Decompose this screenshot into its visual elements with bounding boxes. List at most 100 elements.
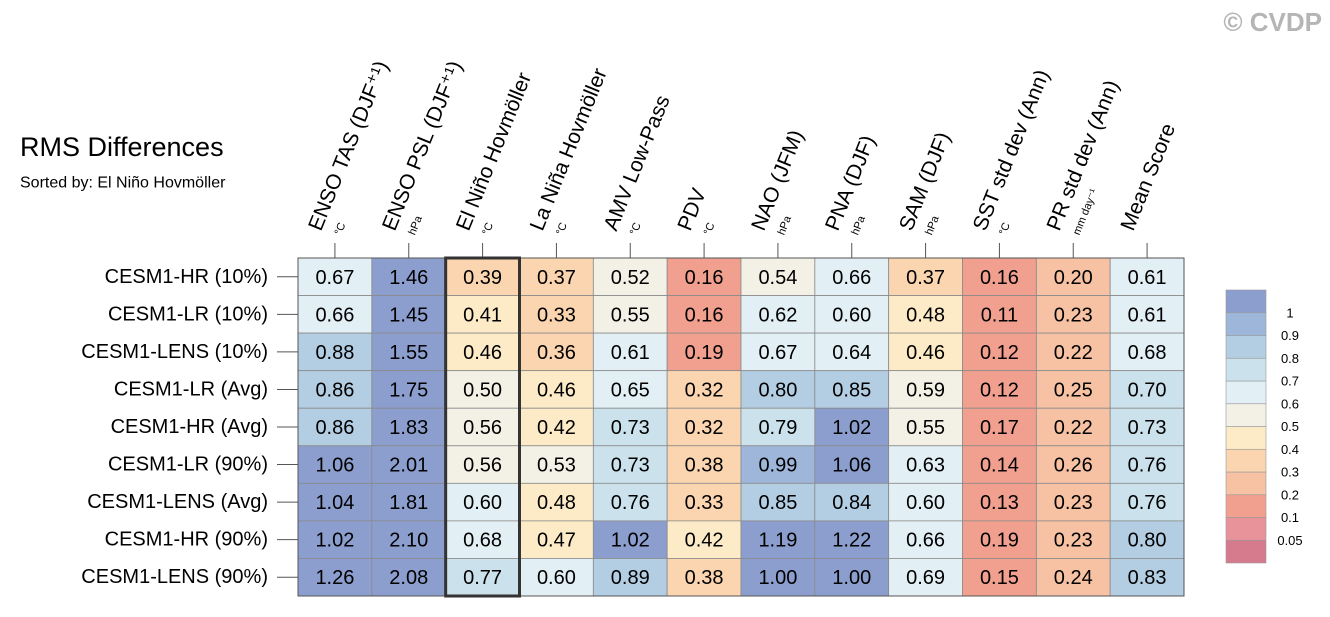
col-header: SAM (DJF)hPa [895, 129, 955, 237]
row-label: CESM1-HR (90%) [105, 529, 268, 551]
cell-label: 0.80 [1128, 530, 1167, 552]
cell-label: 0.37 [906, 267, 945, 289]
cell-label: 0.80 [758, 379, 797, 401]
colorbar-segment [1225, 403, 1267, 427]
cell [888, 257, 963, 296]
cell-label: 0.84 [832, 492, 871, 514]
cell-label: 0.17 [980, 417, 1019, 439]
cell-label: 1.02 [315, 530, 354, 552]
cell-label: 0.46 [906, 342, 945, 364]
cell-label: 0.60 [537, 567, 576, 589]
cell [519, 332, 594, 372]
watermark: © CVDP [1223, 7, 1322, 37]
cell [666, 445, 742, 484]
cell [888, 445, 963, 484]
colorbar-segment [1225, 426, 1267, 450]
colorbar-label: 0.8 [1281, 351, 1299, 366]
cell [445, 370, 520, 409]
cell-label: 0.38 [685, 455, 724, 477]
cell-label: 0.66 [315, 304, 354, 326]
cell [519, 482, 594, 522]
cell-label: 0.11 [981, 304, 1018, 326]
col-header: NAO (JFM)hPa [747, 127, 808, 237]
cell [888, 407, 963, 447]
cell-label: 0.68 [1128, 342, 1167, 364]
cell-label: 0.55 [611, 304, 650, 326]
cell [962, 257, 1037, 296]
row-label: CESM1-HR (Avg) [111, 416, 268, 438]
cell-label: 0.12 [980, 379, 1019, 401]
cell [592, 558, 668, 597]
cell [445, 520, 520, 559]
cell-label: 0.99 [758, 455, 797, 477]
cell [297, 295, 373, 334]
colorbar-segment [1225, 517, 1267, 541]
cell-label: 0.52 [611, 267, 650, 289]
cell [666, 332, 742, 372]
cell-label: 0.36 [537, 342, 576, 364]
col-header: PNA (DJF)hPa [821, 132, 880, 237]
cell-label: 0.61 [1128, 304, 1167, 326]
cell-label: 0.16 [980, 267, 1019, 289]
cell [814, 370, 890, 409]
cell [814, 558, 890, 597]
cell-label: 0.22 [1054, 417, 1093, 439]
cell-label: 0.42 [685, 530, 724, 552]
cell-label: 0.24 [1054, 567, 1093, 589]
cell-label: 0.68 [463, 530, 502, 552]
cell-label: 0.76 [1128, 492, 1167, 514]
cell-label: 0.23 [1054, 530, 1093, 552]
cell [1035, 332, 1111, 372]
cell-label: 0.62 [758, 304, 797, 326]
colorbar-label: 0.6 [1281, 396, 1299, 411]
cell-label: 0.76 [611, 492, 650, 514]
row-label: CESM1-LENS (Avg) [87, 491, 268, 513]
cell-label: 0.76 [1128, 455, 1167, 477]
cell-label: 1.46 [389, 267, 428, 289]
table-border [297, 257, 1185, 597]
cell-label: 1.06 [832, 455, 871, 477]
cell [445, 295, 520, 334]
cell-label: 0.89 [611, 567, 650, 589]
cell [814, 295, 890, 334]
colorbar-label: 0.05 [1277, 533, 1302, 548]
colorbar-segment [1225, 539, 1267, 564]
cell-label: 1.02 [832, 417, 871, 439]
cell-label: 0.15 [980, 567, 1019, 589]
col-unit: hPa [849, 213, 868, 236]
cell-label: 0.60 [906, 492, 945, 514]
cell [740, 445, 816, 484]
col-header: Mean Score [1116, 120, 1180, 234]
cell [666, 520, 742, 559]
cell-label: 0.50 [463, 379, 502, 401]
cell [962, 520, 1037, 559]
cell-label: 0.66 [906, 530, 945, 552]
cell [1109, 370, 1185, 409]
cell [962, 558, 1037, 597]
cell-label: 1.00 [832, 567, 871, 589]
colorbar-label: 1 [1286, 305, 1293, 320]
cell-label: 0.26 [1054, 455, 1093, 477]
cell-label: 0.69 [906, 567, 945, 589]
cell [445, 332, 520, 372]
cell-label: 0.56 [463, 417, 502, 439]
cell-label: 0.19 [980, 530, 1019, 552]
col-label: PNA (DJF) [821, 132, 880, 234]
col-label: NAO (JFM) [747, 127, 808, 234]
cell [1109, 257, 1185, 296]
cell-label: 0.48 [906, 304, 945, 326]
colorbar-segment [1225, 494, 1267, 518]
cell [814, 407, 890, 447]
cell-label: 0.19 [685, 342, 724, 364]
cell [371, 558, 447, 597]
col-label: SST std dev (Ann) [969, 67, 1054, 234]
cell [1035, 407, 1111, 447]
cell-label: 0.64 [832, 342, 871, 364]
cell [371, 257, 447, 296]
col-unit: °C [554, 221, 570, 237]
cell [666, 482, 742, 522]
cell-label: 2.01 [389, 455, 428, 477]
cell [1109, 482, 1185, 522]
